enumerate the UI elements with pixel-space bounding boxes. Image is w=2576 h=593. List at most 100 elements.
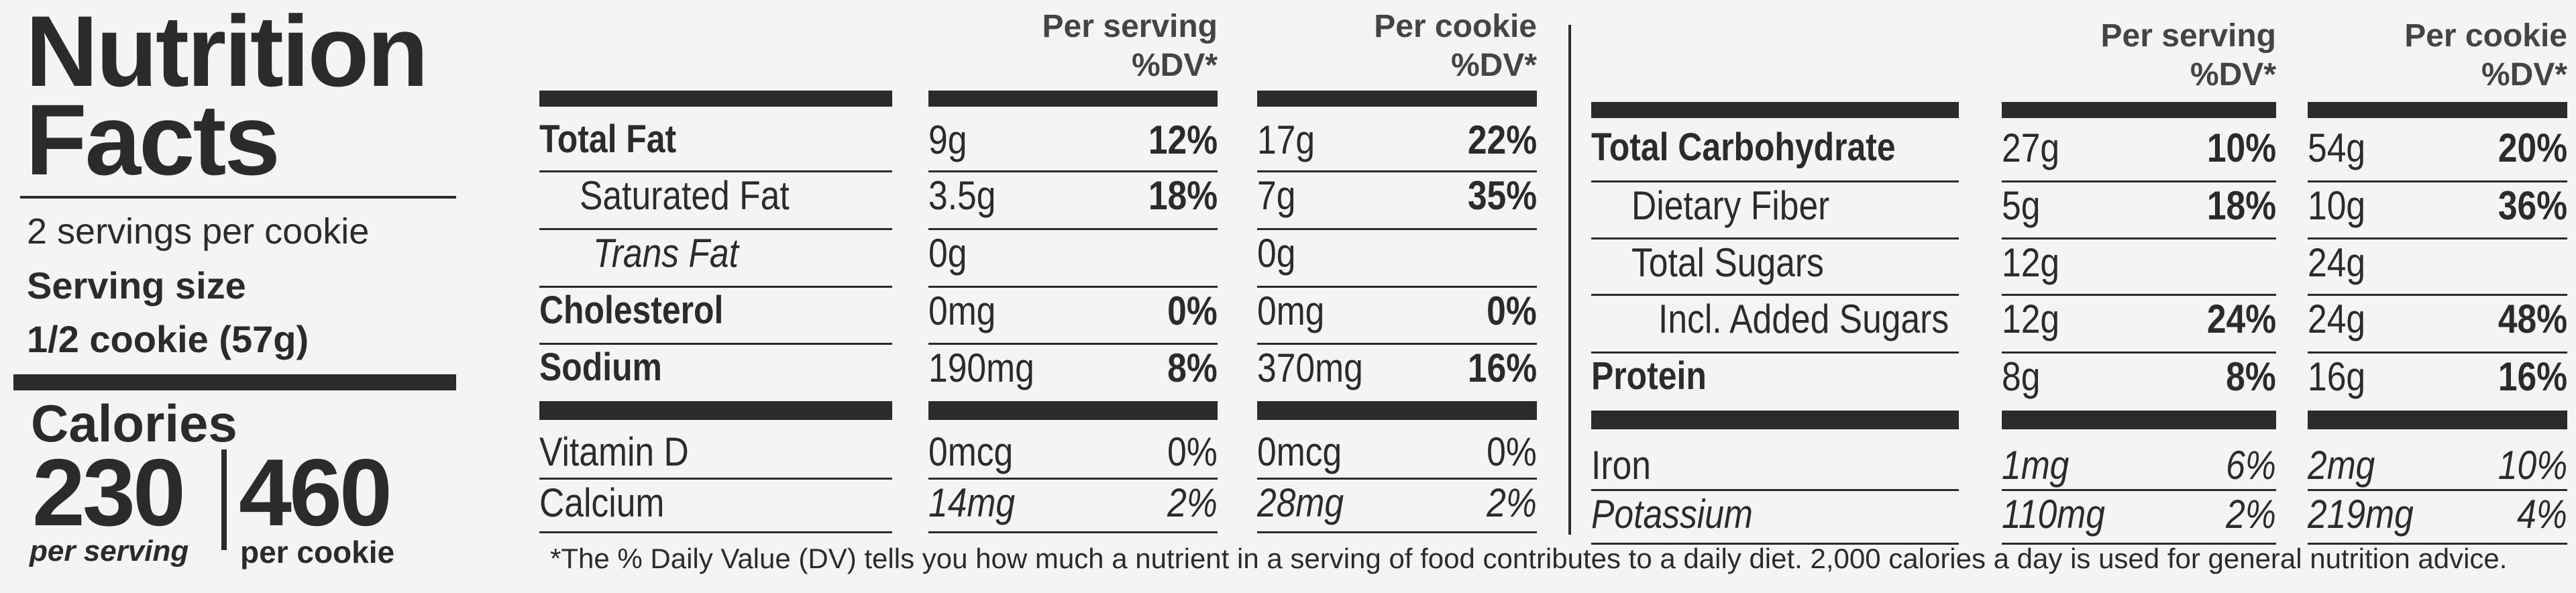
- row-rule: [928, 343, 1218, 345]
- rule: [20, 196, 456, 199]
- daily-value: 0%: [1167, 288, 1218, 333]
- rule: [2308, 411, 2567, 429]
- amount: 5g: [2002, 183, 2041, 228]
- row-rule: [1257, 170, 1537, 172]
- nutrient-name: Total Fat: [539, 117, 677, 161]
- column-header: Per serving: [2100, 18, 2276, 54]
- daily-value: 48%: [2498, 296, 2567, 341]
- daily-value: 0%: [1487, 429, 1537, 474]
- rule: [2002, 102, 2276, 118]
- column-header: %DV*: [2481, 57, 2567, 93]
- daily-value: 18%: [1148, 173, 1218, 218]
- amount: 0g: [1257, 231, 1296, 276]
- row-rule: [1257, 343, 1537, 345]
- row-rule: [1591, 543, 1959, 545]
- amount: 8g: [2002, 354, 2041, 399]
- row-rule: [2308, 543, 2567, 545]
- nutrient-name: Sodium: [539, 345, 662, 389]
- daily-value: 12%: [1148, 117, 1218, 162]
- daily-value: 8%: [2226, 354, 2276, 399]
- amount: 7g: [1257, 173, 1296, 218]
- calories-amount: 230: [32, 439, 186, 546]
- daily-value: 10%: [2498, 443, 2567, 488]
- row-rule: [2308, 489, 2567, 491]
- column-header: %DV*: [1450, 48, 1537, 83]
- daily-value: 22%: [1467, 117, 1537, 162]
- row-rule: [1257, 478, 1537, 480]
- row-rule: [2002, 237, 2276, 239]
- rule: [2002, 411, 2276, 429]
- daily-value: 2%: [1487, 480, 1537, 525]
- row-rule: [1591, 180, 1959, 182]
- column-header: %DV*: [2190, 57, 2276, 93]
- rule: [928, 91, 1218, 107]
- amount: 54g: [2308, 125, 2366, 170]
- nutrient-name: Total Sugars: [1631, 240, 1824, 285]
- daily-value: 6%: [2226, 443, 2276, 488]
- row-rule: [928, 478, 1218, 480]
- amount: 1mg: [2002, 443, 2070, 488]
- row-rule: [1257, 286, 1537, 288]
- amount: 190mg: [928, 345, 1034, 390]
- row-rule: [539, 170, 892, 172]
- rule: [221, 449, 227, 550]
- daily-value: 10%: [2206, 125, 2276, 170]
- row-rule: [1591, 237, 1959, 239]
- daily-value: 8%: [1167, 345, 1218, 390]
- row-rule: [928, 170, 1218, 172]
- amount: 110mg: [2002, 492, 2105, 537]
- daily-value: 0%: [1167, 429, 1218, 474]
- row-rule: [2002, 489, 2276, 491]
- serving-size: 1/2 cookie (57g): [27, 318, 309, 360]
- row-rule: [539, 478, 892, 480]
- amount: 17g: [1257, 117, 1316, 162]
- column-header: Per serving: [1042, 9, 1218, 44]
- nutrient-name: Trans Fat: [593, 231, 739, 276]
- row-rule: [1257, 531, 1537, 533]
- servings: 2 servings per cookie: [27, 211, 370, 252]
- calories-amount: 460: [239, 439, 392, 546]
- rule: [539, 401, 892, 420]
- row-rule: [928, 531, 1218, 533]
- row-rule: [2002, 543, 2276, 545]
- row-rule: [539, 228, 892, 230]
- rule: [1257, 91, 1537, 107]
- amount: 12g: [2002, 296, 2060, 341]
- row-rule: [2002, 180, 2276, 182]
- daily-value: 16%: [2498, 354, 2567, 399]
- amount: 370mg: [1257, 345, 1363, 390]
- amount: 0mg: [1257, 288, 1325, 333]
- footnote: *The % Daily Value (DV) tells you how mu…: [550, 543, 2508, 574]
- nutrient-name: Protein: [1591, 354, 1707, 398]
- nutrient-name: Cholesterol: [539, 288, 724, 332]
- daily-value: 16%: [1467, 345, 1537, 390]
- nutrient-name: Dietary Fiber: [1631, 183, 1830, 228]
- row-rule: [1257, 228, 1537, 230]
- daily-value: 36%: [2498, 183, 2567, 228]
- amount: 3.5g: [928, 173, 996, 218]
- amount: 16g: [2308, 354, 2366, 399]
- row-rule: [928, 286, 1218, 288]
- amount: 24g: [2308, 240, 2366, 285]
- amount: 0mcg: [928, 429, 1014, 474]
- nutrient-name: Iron: [1591, 443, 1651, 488]
- daily-value: 2%: [1167, 480, 1218, 525]
- rule: [1257, 401, 1537, 420]
- amount: 0mg: [928, 288, 996, 333]
- daily-value: 20%: [2498, 125, 2567, 170]
- daily-value: 35%: [1467, 173, 1537, 218]
- row-rule: [539, 343, 892, 345]
- column-header: Per cookie: [2404, 18, 2567, 54]
- daily-value: 4%: [2517, 492, 2567, 537]
- amount: 27g: [2002, 125, 2060, 170]
- row-rule: [1591, 489, 1959, 491]
- nutrient-name: Total Carbohydrate: [1591, 125, 1896, 169]
- amount: 14mg: [928, 480, 1016, 525]
- daily-value: 0%: [1487, 288, 1537, 333]
- amount: 9g: [928, 117, 967, 162]
- daily-value: 24%: [2206, 296, 2276, 341]
- rule: [1591, 411, 1959, 429]
- nutrient-name: Potassium: [1591, 492, 1753, 537]
- daily-value: 2%: [2226, 492, 2276, 537]
